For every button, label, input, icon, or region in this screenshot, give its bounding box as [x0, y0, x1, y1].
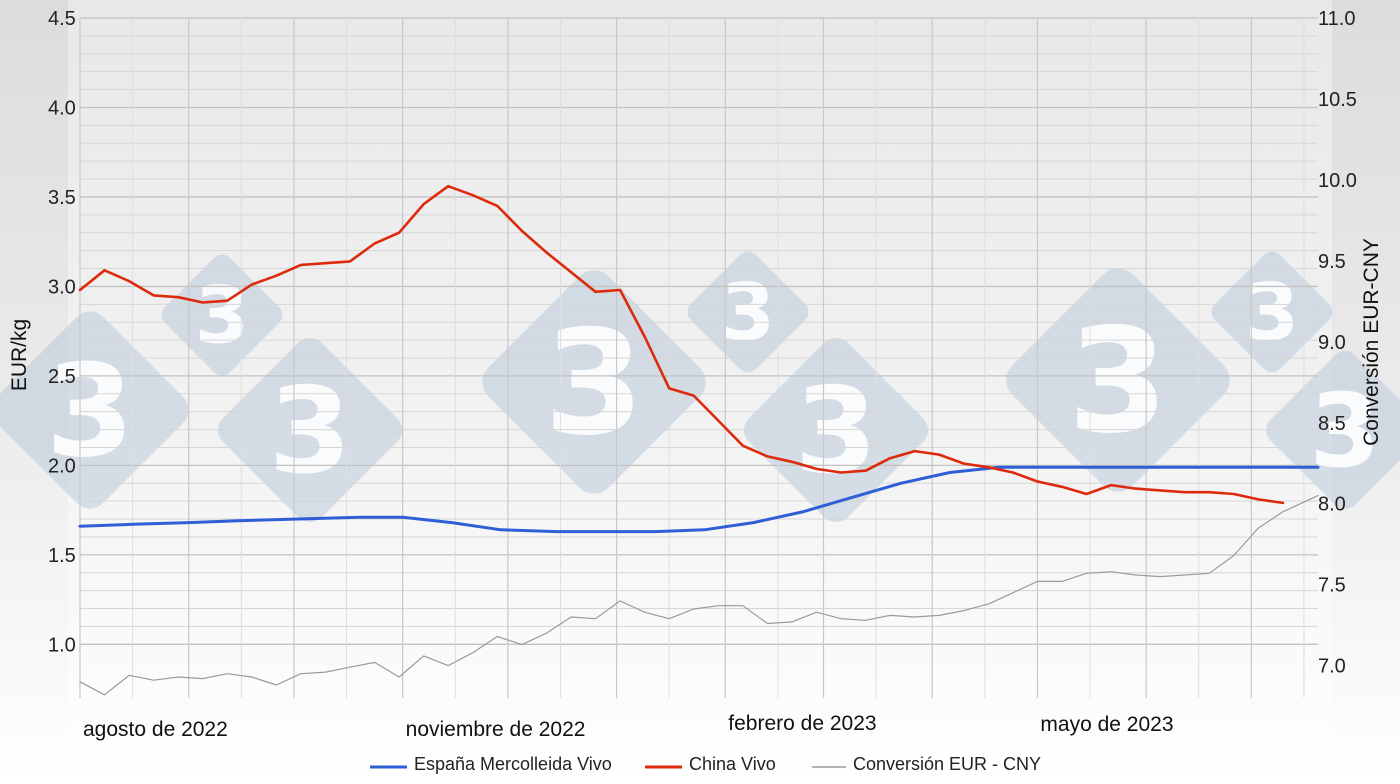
left-tick-label: 4.0 [48, 97, 76, 119]
legend-label: España Mercolleida Vivo [414, 754, 612, 774]
right-tick-label: 10.0 [1318, 170, 1357, 192]
watermark-glyph: 3 [1245, 268, 1299, 359]
watermark-glyph: 3 [195, 271, 249, 362]
right-tick-label: 11.0 [1318, 8, 1355, 30]
right-tick-label: 9.0 [1318, 332, 1346, 354]
left-tick-label: 3.5 [48, 187, 76, 209]
x-axis-ticks: agosto de 2022 noviembre de 2022 febrero d… [83, 712, 1174, 741]
x-tick-label: agosto de 2022 [83, 718, 228, 741]
right-axis-ticks: 7.0 7.5 8.0 8.5 9.0 9.5 10.0 10.5 11.0 [1318, 8, 1357, 678]
legend-label: China Vivo [689, 754, 776, 774]
left-tick-label: 2.5 [48, 366, 76, 388]
right-tick-label: 9.5 [1318, 251, 1346, 273]
right-tick-label: 8.5 [1318, 413, 1346, 435]
watermark-glyph: 3 [269, 363, 352, 501]
watermark-logos: 333 3 33 3 33 [0, 251, 1400, 523]
x-tick-label: noviembre de 2022 [406, 718, 586, 741]
series-line [78, 184, 1285, 505]
left-axis-title: EUR/kg [8, 319, 31, 391]
right-tick-label: 7.0 [1318, 656, 1346, 678]
right-tick-label: 7.5 [1318, 575, 1346, 597]
watermark-diamond [1266, 351, 1400, 509]
left-tick-label: 4.5 [48, 8, 76, 30]
watermark-glyph: 3 [1068, 298, 1169, 466]
left-tick-label: 1.5 [48, 545, 76, 567]
left-tick-label: 3.0 [48, 276, 76, 298]
watermark-glyph: 3 [1310, 372, 1381, 491]
left-tick-label: 2.0 [48, 455, 76, 477]
right-tick-label: 10.5 [1318, 89, 1357, 111]
legend-label: Conversión EUR - CNY [853, 754, 1041, 774]
watermark-glyph: 3 [721, 268, 775, 359]
watermark-diamond [482, 270, 706, 494]
watermark-diamond [1211, 251, 1333, 373]
x-tick-label: febrero de 2023 [728, 712, 876, 735]
right-axis-title: Conversión EUR-CNY [1360, 238, 1383, 446]
series-layer [78, 184, 1320, 696]
right-tick-label: 8.0 [1318, 494, 1346, 516]
watermark-diamond [0, 311, 189, 509]
watermark-diamond [1006, 268, 1230, 492]
left-tick-label: 1.0 [48, 634, 76, 656]
x-tick-label: mayo de 2023 [1040, 713, 1173, 736]
watermark-glyph: 3 [544, 300, 645, 468]
series-line [78, 465, 1320, 534]
watermark-glyph: 3 [795, 363, 878, 501]
series-line [79, 495, 1319, 696]
legend: España Mercolleida Vivo China Vivo Convers… [370, 754, 1041, 774]
left-axis-ticks: 1.0 1.5 2.0 2.5 3.0 3.5 4.0 4.5 [48, 8, 76, 656]
